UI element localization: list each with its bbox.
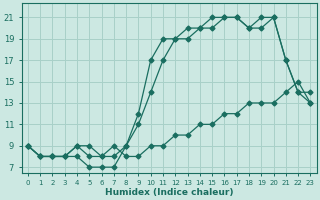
X-axis label: Humidex (Indice chaleur): Humidex (Indice chaleur) (105, 188, 233, 197)
